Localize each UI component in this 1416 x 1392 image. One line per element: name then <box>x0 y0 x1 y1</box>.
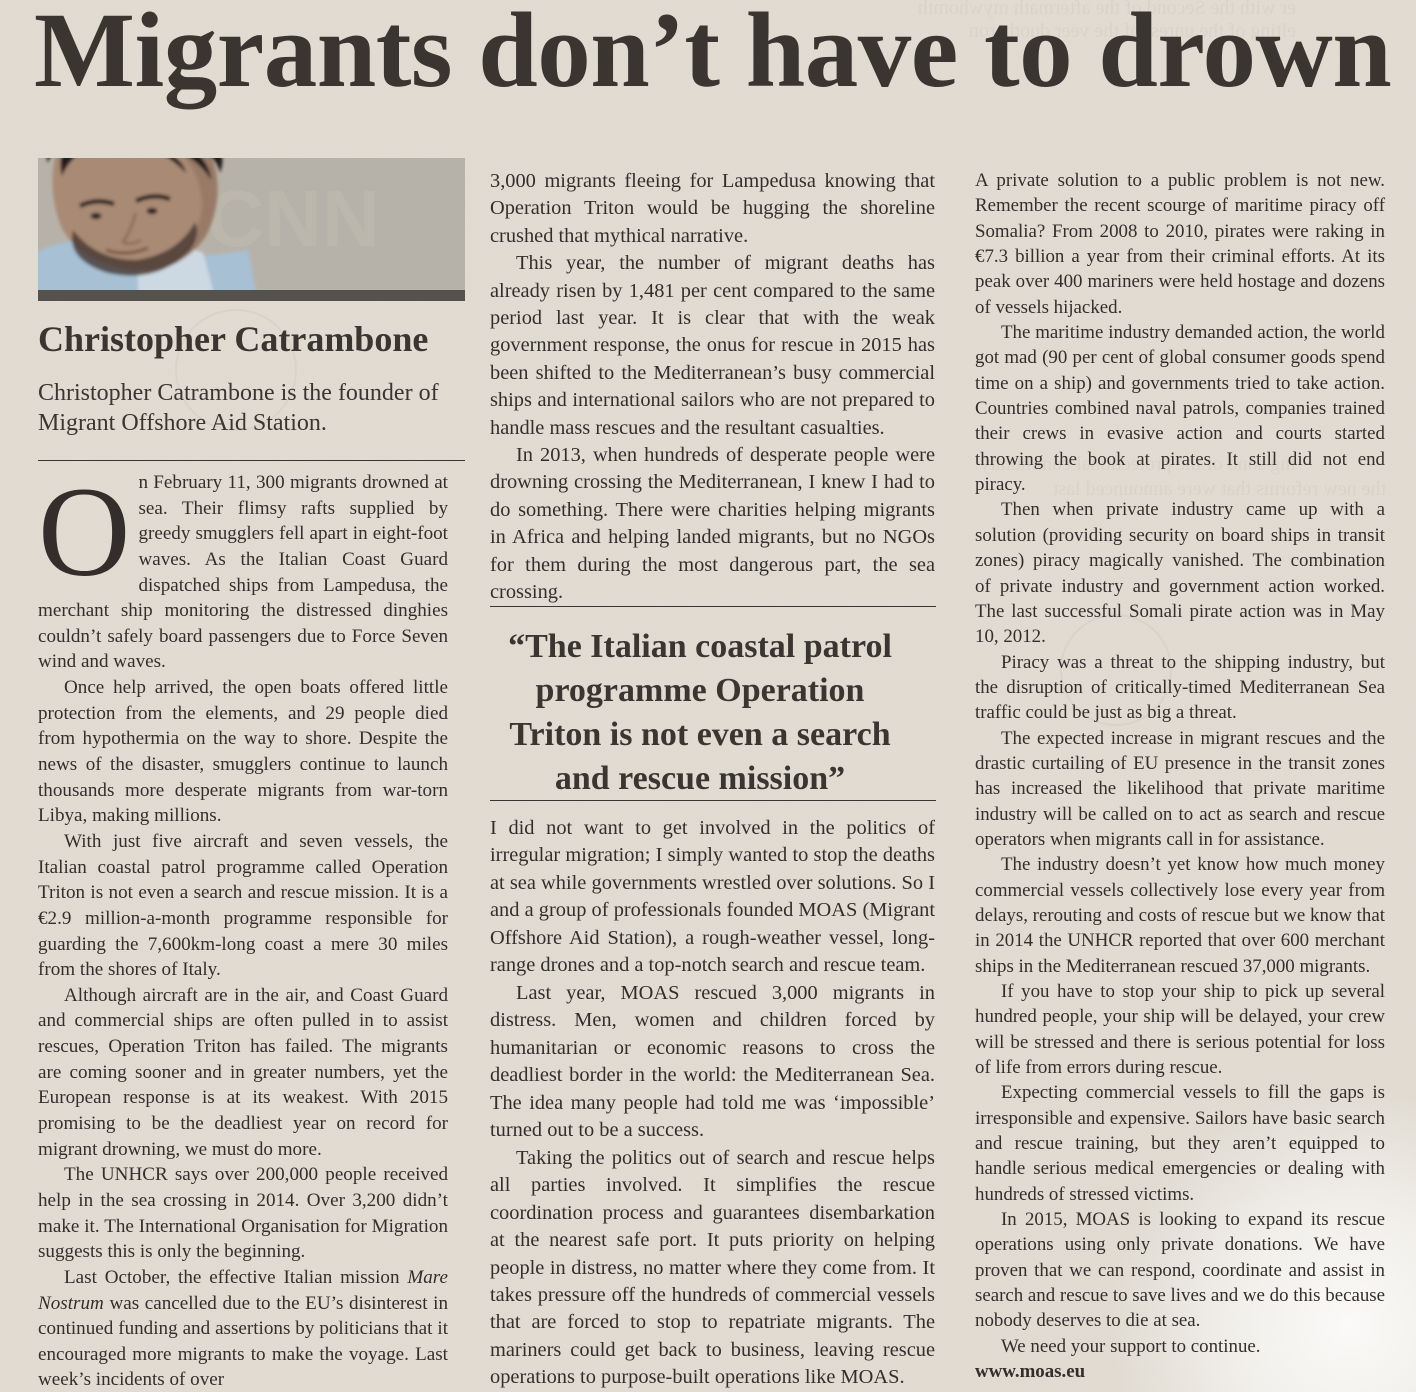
svg-text:CNN: CNN <box>206 174 379 263</box>
